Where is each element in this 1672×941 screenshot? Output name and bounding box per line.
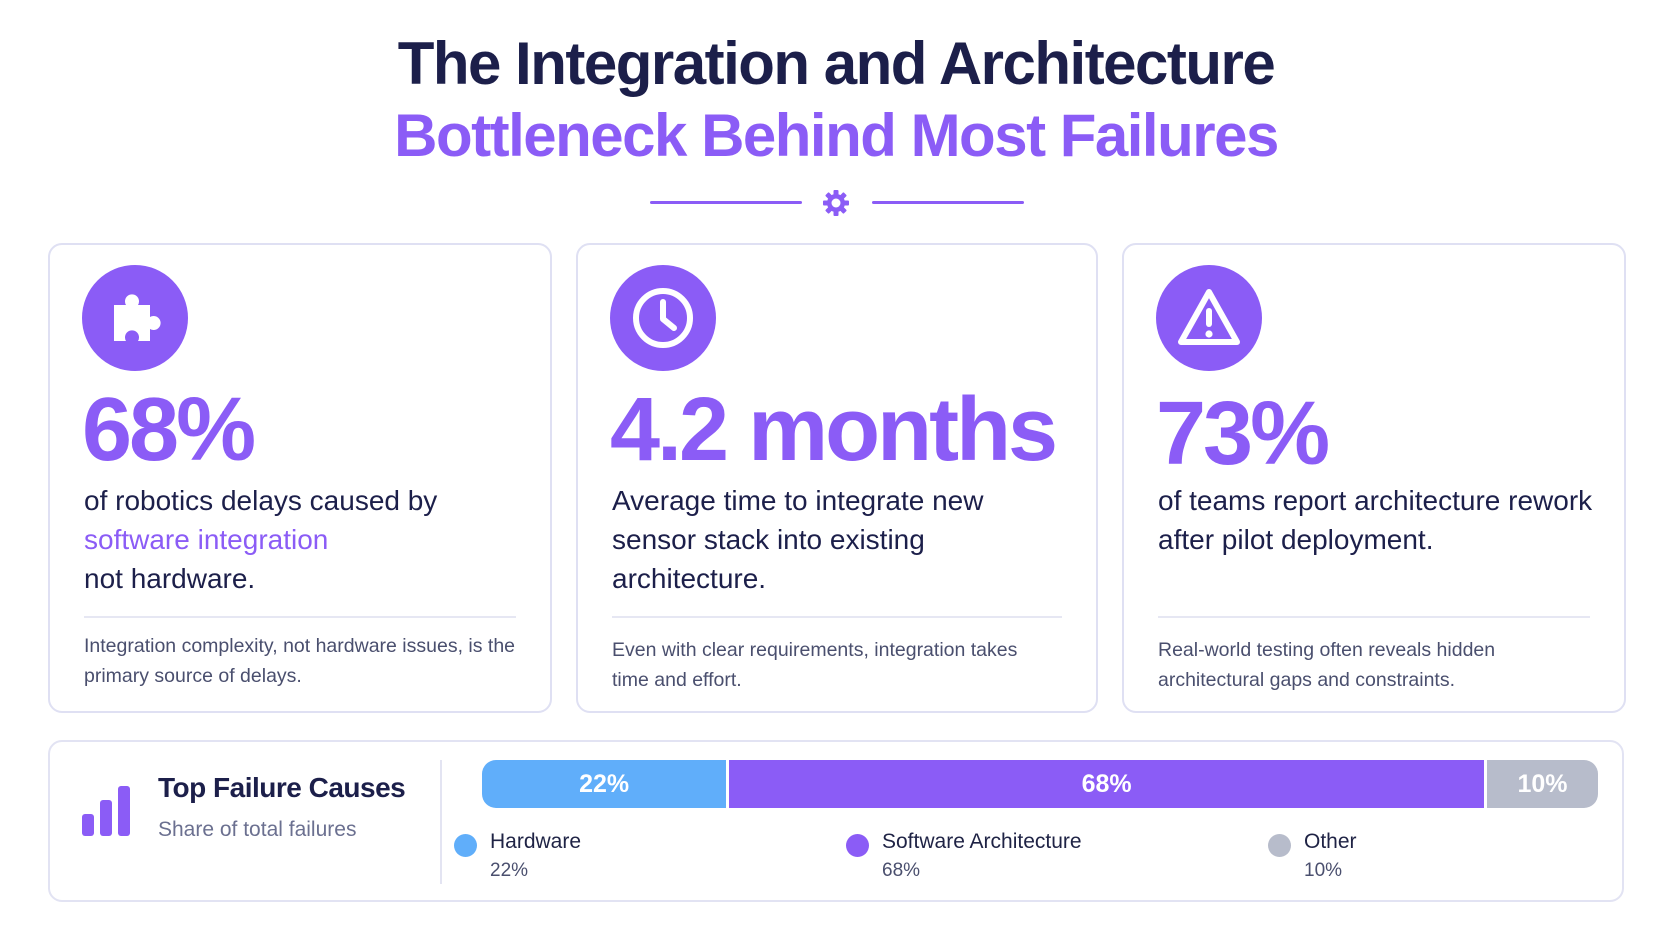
desc-highlight: software integration	[84, 524, 329, 555]
divider-left-line	[650, 201, 802, 204]
bar-segment-software-architecture: 68%	[729, 760, 1484, 808]
legend-label: Software Architecture	[882, 830, 1082, 853]
stat-description: Average time to integrate new sensor sta…	[612, 485, 984, 594]
stat-card-delays: 68% of robotics delays caused by softwar…	[48, 243, 552, 713]
legend-label: Other	[1304, 830, 1357, 853]
stat-card-rework: 73% of teams report architecture rework …	[1122, 243, 1626, 713]
stacked-bar: 22% 68% 10%	[482, 760, 1598, 808]
gear-icon	[823, 190, 849, 216]
title-line-2: Bottleneck Behind Most Failures	[394, 102, 1279, 169]
stat-description: of robotics delays caused by software in…	[84, 481, 524, 598]
bar-segment-other: 10%	[1487, 760, 1598, 808]
legend-label: Hardware	[490, 830, 582, 853]
bar-segment-hardware: 22%	[482, 760, 727, 808]
warning-icon	[1156, 265, 1262, 371]
bar-chart-icon	[82, 786, 130, 836]
clock-icon	[610, 265, 716, 371]
bar-segment-label: 22%	[579, 769, 630, 798]
legend-dot	[846, 834, 869, 857]
panel-divider	[440, 760, 442, 884]
bar-segment-label: 10%	[1517, 769, 1568, 798]
legend-value: 22%	[490, 860, 529, 881]
stat-card-integration-time: 4.2 months Average time to integrate new…	[576, 243, 1098, 713]
stat-value: 4.2 months	[610, 380, 1058, 480]
stat-value: 68%	[82, 380, 256, 480]
stat-note: Integration complexity, not hardware iss…	[84, 635, 516, 687]
desc-text: of robotics delays caused by	[84, 485, 438, 516]
card-separator	[1158, 616, 1590, 618]
failure-causes-panel: Top Failure Causes Share of total failur…	[48, 740, 1624, 902]
stat-note: Even with clear requirements, integratio…	[612, 639, 1018, 691]
title-divider	[0, 190, 1672, 220]
stat-value: 73%	[1156, 384, 1330, 484]
page-title: The Integration and Architecture Bottlen…	[0, 28, 1672, 172]
title-line-1: The Integration and Architecture	[397, 30, 1276, 97]
legend-dot	[454, 834, 477, 857]
stat-description: of teams report architecture rework afte…	[1158, 485, 1593, 555]
bar-segment-label: 68%	[1081, 769, 1132, 798]
desc-text-end: not hardware.	[84, 563, 256, 594]
stat-note: Real-world testing often reveals hidden …	[1158, 639, 1496, 691]
card-separator	[84, 616, 516, 618]
puzzle-icon	[82, 265, 188, 371]
legend-value: 10%	[1304, 860, 1343, 881]
divider-right-line	[872, 201, 1024, 204]
panel-subtitle: Share of total failures	[158, 818, 357, 841]
legend-value: 68%	[882, 860, 921, 881]
legend-dot	[1268, 834, 1291, 857]
card-separator	[612, 616, 1062, 618]
panel-title: Top Failure Causes	[158, 772, 406, 803]
